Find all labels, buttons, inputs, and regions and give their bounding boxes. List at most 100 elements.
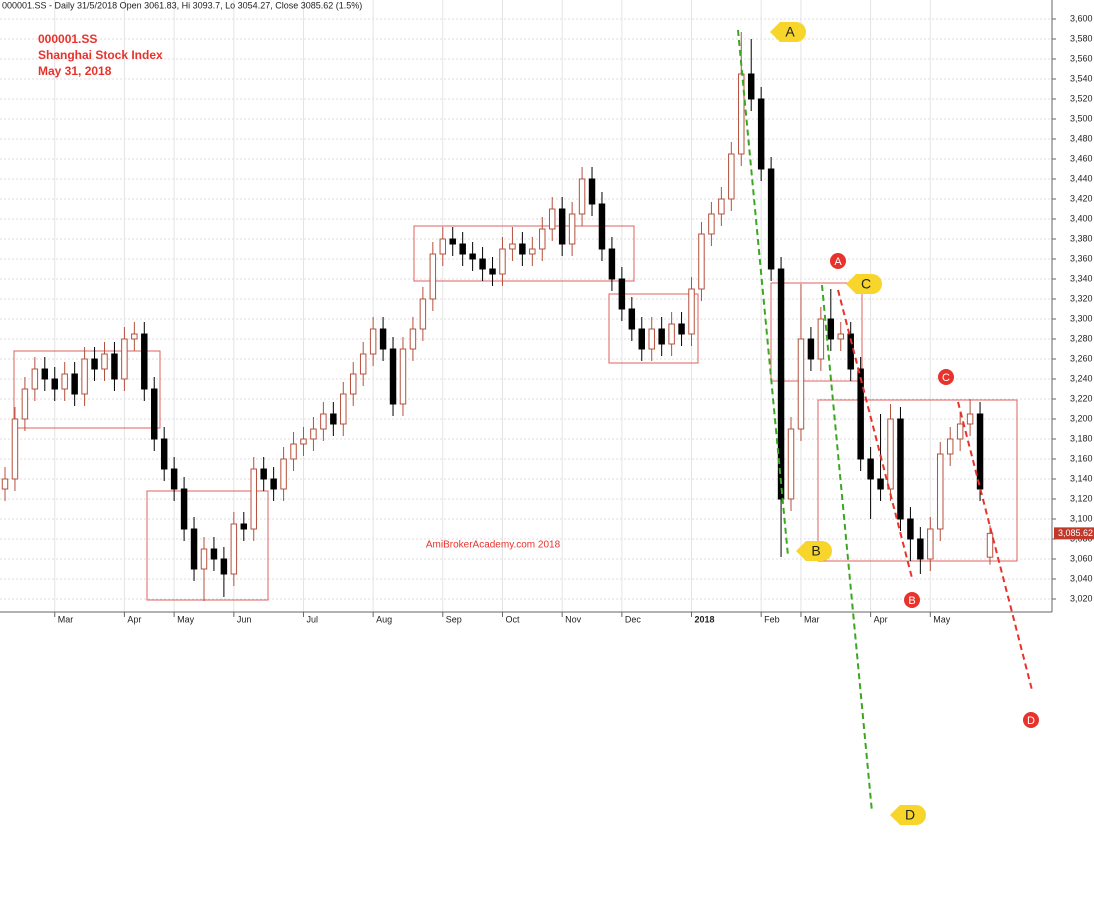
candle-body xyxy=(568,213,576,245)
x-tick-label: Sep xyxy=(446,614,462,624)
candle-body xyxy=(897,418,904,520)
x-tick-label: Mar xyxy=(804,614,820,624)
range-box xyxy=(770,282,863,382)
y-tick-label: 3,020 xyxy=(1070,593,1093,603)
marker-circle xyxy=(938,369,954,385)
callout-shape xyxy=(846,274,882,294)
candle-body xyxy=(668,323,675,345)
candle-body xyxy=(688,288,695,335)
x-tick-label: Nov xyxy=(565,614,582,624)
candle-body xyxy=(479,258,486,270)
callout-shape xyxy=(796,541,832,561)
chart-subtitle: Shanghai Stock Index xyxy=(38,48,163,62)
callout-shape xyxy=(770,22,806,42)
candle-body xyxy=(937,453,944,530)
candle-body xyxy=(767,168,775,270)
candle-body xyxy=(310,428,317,440)
candle-body xyxy=(1,478,9,490)
candle-body xyxy=(857,368,864,460)
candle-body xyxy=(887,418,894,490)
candle-body xyxy=(728,153,735,200)
candles xyxy=(1,32,994,601)
x-tick-label: Mar xyxy=(58,614,74,624)
marker-circle xyxy=(1023,712,1039,728)
candle-body xyxy=(787,428,795,500)
y-tick-label: 3,500 xyxy=(1070,113,1093,123)
y-tick-label: 3,240 xyxy=(1070,373,1093,383)
callout-label: B xyxy=(811,543,820,559)
y-tick-label: 3,480 xyxy=(1070,133,1093,143)
candle-body xyxy=(41,368,49,380)
candle-body xyxy=(439,238,447,255)
candle-body xyxy=(210,548,218,560)
candle-body xyxy=(200,548,208,570)
candle-body xyxy=(489,268,496,275)
candle-body xyxy=(31,368,39,390)
candle-body xyxy=(519,243,526,255)
callout-shape xyxy=(890,805,926,825)
y-tick-label: 3,140 xyxy=(1070,473,1093,483)
y-tick-label: 3,560 xyxy=(1070,53,1093,63)
candle-body xyxy=(817,318,825,360)
candle-body xyxy=(797,338,805,430)
candle-body xyxy=(160,438,168,470)
candle-body xyxy=(946,438,954,455)
candle-body xyxy=(270,478,277,490)
candle-body xyxy=(807,338,815,360)
candle-body xyxy=(976,413,984,490)
markers: A B C D xyxy=(830,253,1039,728)
candle-body xyxy=(300,438,307,445)
candle-body xyxy=(708,213,715,235)
candle-body xyxy=(220,558,228,575)
candle-body xyxy=(757,98,765,170)
candle-body xyxy=(469,253,476,260)
candle-body xyxy=(628,308,636,330)
candle-body xyxy=(180,488,188,530)
candle-body xyxy=(141,333,148,390)
candle-body xyxy=(399,348,407,405)
candle-body xyxy=(51,378,58,390)
candle-body xyxy=(558,208,566,245)
candle-body xyxy=(190,528,198,570)
x-tick-label: Feb xyxy=(764,614,780,624)
candle-body xyxy=(509,243,516,250)
range-box xyxy=(413,225,635,282)
candle-body xyxy=(449,238,456,245)
candle-body xyxy=(548,208,556,230)
chart-date: May 31, 2018 xyxy=(38,64,112,78)
x-tick-label: Dec xyxy=(625,614,642,624)
x-tick-label: Aug xyxy=(376,614,392,624)
y-tick-label: 3,280 xyxy=(1070,333,1093,343)
y-tick-label: 3,160 xyxy=(1070,453,1093,463)
candle-body xyxy=(718,198,725,215)
candle-body xyxy=(230,523,238,575)
candle-body xyxy=(499,248,506,275)
candle-body xyxy=(747,73,755,100)
callout-label: C xyxy=(861,276,871,292)
marker-label: A xyxy=(834,256,842,268)
marker-label: C xyxy=(942,372,950,384)
candle-body xyxy=(359,353,367,375)
callouts: A B C D xyxy=(770,22,926,825)
marker-circle xyxy=(830,253,846,269)
x-tick-label: 2018 xyxy=(695,614,715,624)
trend-line xyxy=(821,284,873,813)
candle-body xyxy=(369,328,377,355)
candle-body xyxy=(389,348,397,405)
x-tick-label: May xyxy=(177,614,195,624)
candle-body xyxy=(539,228,546,250)
trend-line xyxy=(737,29,789,557)
callout-label: D xyxy=(905,807,915,823)
grid xyxy=(0,0,1052,612)
boxes xyxy=(13,225,1018,601)
candle-body xyxy=(111,353,118,380)
last-price-label: 3,085.62 xyxy=(1058,528,1093,538)
x-tick-label: Apr xyxy=(127,614,141,624)
y-tick-label: 3,200 xyxy=(1070,413,1093,423)
marker-circle xyxy=(904,592,920,608)
range-box xyxy=(608,293,699,364)
x-tick-label: Apr xyxy=(874,614,888,624)
candle-body xyxy=(320,413,327,430)
